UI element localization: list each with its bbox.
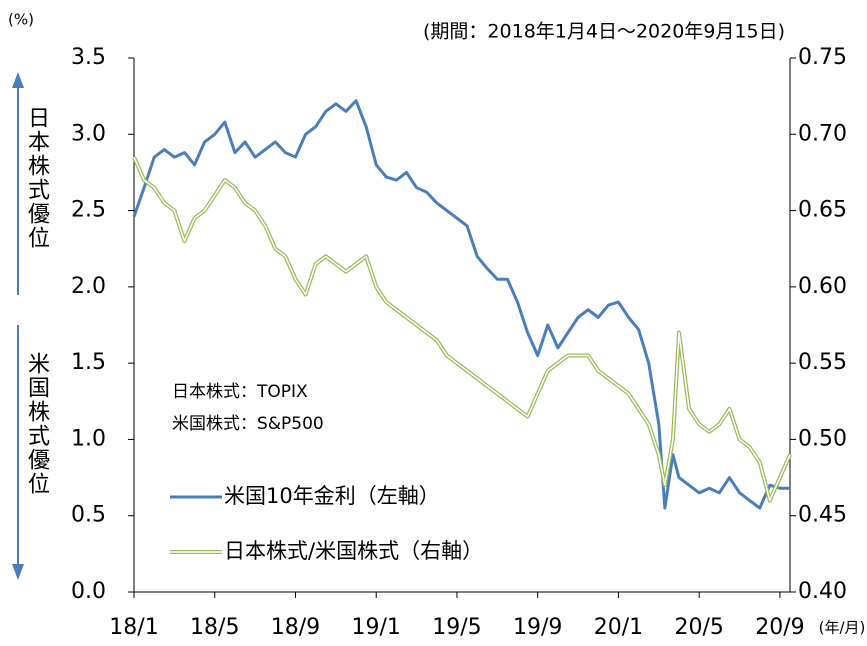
x-tick-label: 20/5 bbox=[674, 615, 723, 640]
y2-tick-label: 0.55 bbox=[798, 350, 847, 375]
y2-tick-label: 0.75 bbox=[798, 45, 847, 70]
note: 米国株式：S&P500 bbox=[172, 414, 324, 434]
legend-label: 日本株式/米国株式（右軸） bbox=[224, 539, 483, 563]
y-tick-label: 2.5 bbox=[71, 198, 106, 223]
y2-tick-label: 0.60 bbox=[798, 274, 847, 299]
arrow-up-head bbox=[12, 72, 24, 88]
y-tick-label: 0.0 bbox=[71, 579, 106, 604]
x-tick-label: 19/9 bbox=[513, 615, 562, 640]
x-tick-label: 18/1 bbox=[109, 615, 158, 640]
series-line bbox=[132, 99, 790, 510]
note: 日本株式：TOPIX bbox=[172, 382, 308, 402]
series-line bbox=[132, 156, 792, 503]
x-tick-label: 20/9 bbox=[755, 615, 804, 640]
y-tick-label: 1.0 bbox=[71, 426, 106, 451]
series-line-inner bbox=[133, 156, 791, 502]
y2-tick-label: 0.40 bbox=[798, 579, 847, 604]
legend-label: 米国10年金利（左軸） bbox=[224, 484, 440, 508]
y2-tick-label: 0.65 bbox=[798, 198, 847, 223]
y-tick-label: 0.5 bbox=[71, 503, 106, 528]
y-tick-label: 3.0 bbox=[71, 121, 106, 146]
y-tick-label: 2.0 bbox=[71, 274, 106, 299]
y2-tick-label: 0.70 bbox=[798, 121, 847, 146]
y-tick-label: 1.5 bbox=[71, 350, 106, 375]
x-tick-label: 20/1 bbox=[594, 615, 643, 640]
x-unit: (年/月) bbox=[819, 619, 866, 637]
y-tick-label: 3.5 bbox=[71, 45, 106, 70]
y-unit: (%) bbox=[8, 11, 34, 29]
x-tick-label: 18/5 bbox=[190, 615, 239, 640]
period: (期間：2018年1月4日～2020年9月15日) bbox=[423, 21, 785, 43]
y2-tick-label: 0.50 bbox=[798, 426, 847, 451]
y2-tick-label: 0.45 bbox=[798, 503, 847, 528]
arrow-down-head bbox=[12, 564, 24, 580]
lower-label: 米国株式優位 bbox=[24, 352, 50, 496]
x-tick-label: 19/5 bbox=[432, 615, 481, 640]
upper-label: 日本株式優位 bbox=[24, 106, 50, 250]
x-tick-label: 18/9 bbox=[271, 615, 320, 640]
x-tick-label: 19/1 bbox=[352, 615, 401, 640]
